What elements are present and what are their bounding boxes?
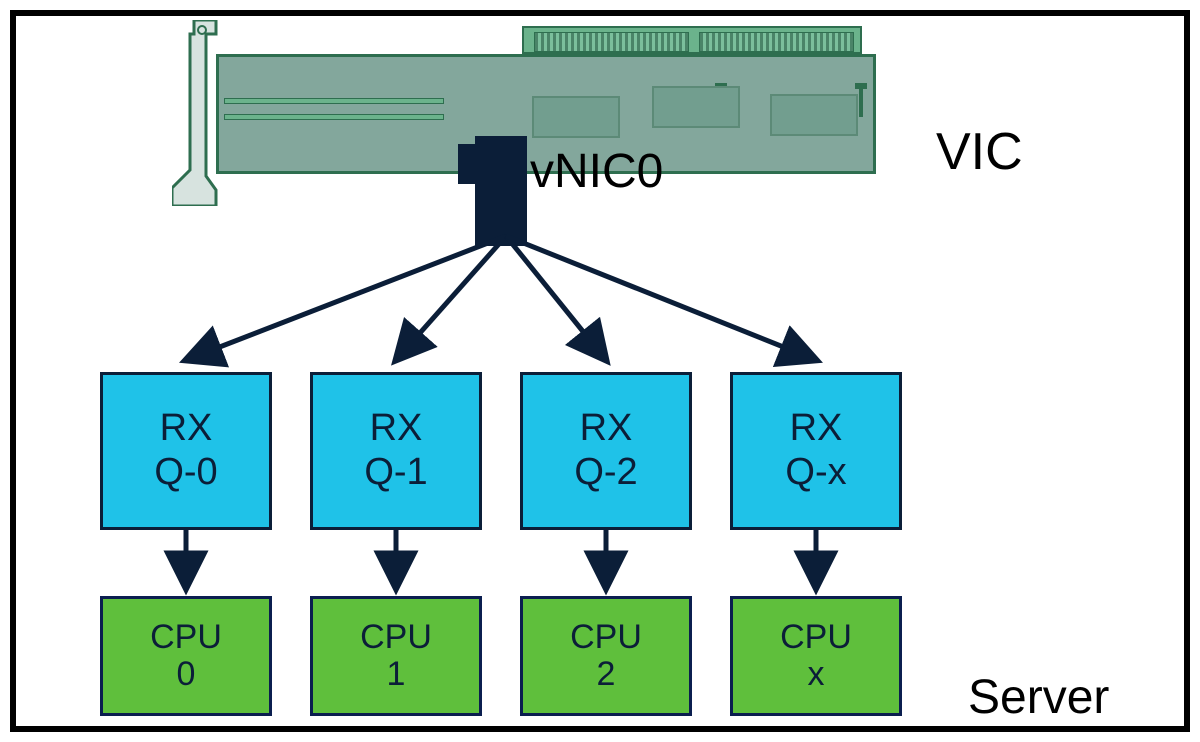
cpu-box: CPU 1 [310, 596, 482, 716]
cpu-box: CPU 0 [100, 596, 272, 716]
card-edge-connector [522, 26, 862, 54]
rx-queue-line2: Q-0 [154, 451, 217, 495]
rx-queue-box: RX Q-0 [100, 372, 272, 530]
diagram-frame: vNIC0 VIC Server RX Q-0 RX Q-1 RX Q-2 RX… [10, 10, 1190, 732]
rx-queue-line1: RX [790, 407, 843, 451]
card-rail [224, 98, 444, 104]
card-chip [532, 96, 620, 138]
cpu-line2: 2 [597, 656, 616, 693]
cpu-line1: CPU [570, 619, 642, 656]
vnic-label: vNIC0 [530, 144, 663, 199]
pin-slot [699, 32, 854, 52]
rx-queue-box: RX Q-2 [520, 372, 692, 530]
rx-queue-line1: RX [580, 407, 633, 451]
server-label: Server [968, 670, 1109, 725]
card-rail [224, 114, 444, 120]
cpu-line2: x [808, 656, 825, 693]
cpu-line1: CPU [360, 619, 432, 656]
vnic-port-tab [458, 144, 476, 184]
rx-queue-line1: RX [370, 407, 423, 451]
card-antenna [859, 89, 863, 117]
cpu-line1: CPU [150, 619, 222, 656]
pin-slot [534, 32, 689, 52]
card-chip [652, 86, 740, 128]
vic-label: VIC [936, 122, 1023, 182]
card-chip [770, 94, 858, 136]
rx-queue-line1: RX [160, 407, 213, 451]
rx-queue-box: RX Q-1 [310, 372, 482, 530]
cpu-line1: CPU [780, 619, 852, 656]
rx-queue-line2: Q-2 [574, 451, 637, 495]
cpu-box: CPU 2 [520, 596, 692, 716]
cpu-line2: 0 [177, 656, 196, 693]
cpu-line2: 1 [387, 656, 406, 693]
rx-queue-box: RX Q-x [730, 372, 902, 530]
rx-queue-line2: Q-x [785, 451, 846, 495]
vic-card: vNIC0 [182, 26, 892, 191]
rx-queue-line2: Q-1 [364, 451, 427, 495]
cpu-box: CPU x [730, 596, 902, 716]
vnic-port [475, 136, 527, 246]
card-bracket [172, 20, 218, 204]
